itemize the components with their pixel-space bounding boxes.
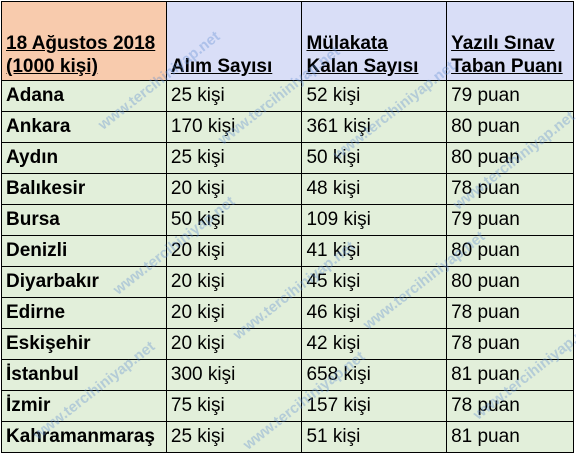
puan-cell: 81 puan	[446, 359, 574, 391]
header-puan-line2: Taban Puanı	[451, 56, 563, 77]
puan-cell: 80 puan	[446, 111, 574, 143]
kalan-cell: 361 kişi	[301, 111, 448, 143]
header-alim-label: Alım Sayısı	[170, 56, 273, 77]
alim-cell: 20 kişi	[165, 297, 303, 329]
alim-cell: 20 kişi	[165, 173, 303, 205]
header-date-line1: 18 Ağustos 2018	[6, 33, 156, 54]
puan-cell: 78 puan	[446, 390, 574, 422]
kalan-cell: 658 kişi	[301, 359, 448, 391]
city-cell: Balıkesir	[1, 173, 167, 205]
city-cell: Bursa	[1, 204, 167, 236]
city-cell: Aydın	[1, 142, 167, 174]
puan-cell: 79 puan	[446, 80, 574, 112]
puan-cell: 80 puan	[446, 142, 574, 174]
header-date: 18 Ağustos 2018 (1000 kişi)	[1, 1, 167, 81]
kalan-cell: 109 kişi	[301, 204, 448, 236]
city-cell: Denizli	[1, 235, 167, 267]
alim-cell: 20 kişi	[165, 266, 303, 298]
puan-cell: 79 puan	[446, 204, 574, 236]
city-cell: Kahramanmaraş	[1, 421, 167, 453]
header-date-line2: (1000 kişi)	[6, 56, 98, 77]
kalan-cell: 48 kişi	[301, 173, 448, 205]
alim-cell: 20 kişi	[165, 328, 303, 360]
table-row: Edirne 20 kişi 46 kişi 78 puan	[1, 297, 574, 329]
alim-cell: 25 kişi	[165, 80, 303, 112]
kalan-cell: 45 kişi	[301, 266, 448, 298]
city-cell: İzmir	[1, 390, 167, 422]
kalan-cell: 51 kişi	[301, 421, 448, 453]
table-row: Balıkesir 20 kişi 48 kişi 78 puan	[1, 173, 574, 205]
table-row: Denizli 20 kişi 41 kişi 80 puan	[1, 235, 574, 267]
puan-cell: 80 puan	[446, 235, 574, 267]
table-row: Adana 25 kişi 52 kişi 79 puan	[1, 80, 574, 112]
alim-cell: 25 kişi	[165, 142, 303, 174]
city-cell: Adana	[1, 80, 167, 112]
puan-cell: 78 puan	[446, 173, 574, 205]
puan-cell: 81 puan	[446, 421, 574, 453]
city-cell: Eskişehir	[1, 328, 167, 360]
kalan-cell: 157 kişi	[301, 390, 448, 422]
alim-cell: 75 kişi	[165, 390, 303, 422]
header-kalan-line1: Mülakata	[306, 33, 388, 54]
kalan-cell: 46 kişi	[301, 297, 448, 329]
header-kalan-line2: Kalan Sayısı	[306, 56, 419, 77]
table-row: İzmir 75 kişi 157 kişi 78 puan	[1, 390, 574, 422]
kalan-cell: 50 kişi	[301, 142, 448, 174]
kalan-cell: 41 kişi	[301, 235, 448, 267]
header-alim: Alım Sayısı	[165, 1, 303, 81]
alim-cell: 25 kişi	[165, 421, 303, 453]
puan-cell: 78 puan	[446, 328, 574, 360]
city-cell: İstanbul	[1, 359, 167, 391]
table-row: Bursa 50 kişi 109 kişi 79 puan	[1, 204, 574, 236]
header-row: 18 Ağustos 2018 (1000 kişi) Alım Sayısı M…	[1, 1, 574, 81]
kalan-cell: 42 kişi	[301, 328, 448, 360]
city-cell: Diyarbakır	[1, 266, 167, 298]
table-row: Aydın 25 kişi 50 kişi 80 puan	[1, 142, 574, 174]
alim-cell: 300 kişi	[165, 359, 303, 391]
table-row: Eskişehir 20 kişi 42 kişi 78 puan	[1, 328, 574, 360]
header-kalan: Mülakata Kalan Sayısı	[301, 1, 448, 81]
alim-cell: 20 kişi	[165, 235, 303, 267]
header-puan: Yazılı Sınav Taban Puanı	[446, 1, 574, 81]
puan-cell: 80 puan	[446, 266, 574, 298]
alim-cell: 50 kişi	[165, 204, 303, 236]
table-row: Kahramanmaraş 25 kişi 51 kişi 81 puan	[1, 421, 574, 453]
city-cell: Edirne	[1, 297, 167, 329]
table-row: İstanbul 300 kişi 658 kişi 81 puan	[1, 359, 574, 391]
header-puan-line1: Yazılı Sınav	[451, 33, 555, 54]
kalan-cell: 52 kişi	[301, 80, 448, 112]
table-row: Diyarbakır 20 kişi 45 kişi 80 puan	[1, 266, 574, 298]
alim-cell: 170 kişi	[165, 111, 303, 143]
city-cell: Ankara	[1, 111, 167, 143]
table-row: Ankara 170 kişi 361 kişi 80 puan	[1, 111, 574, 143]
puan-cell: 78 puan	[446, 297, 574, 329]
